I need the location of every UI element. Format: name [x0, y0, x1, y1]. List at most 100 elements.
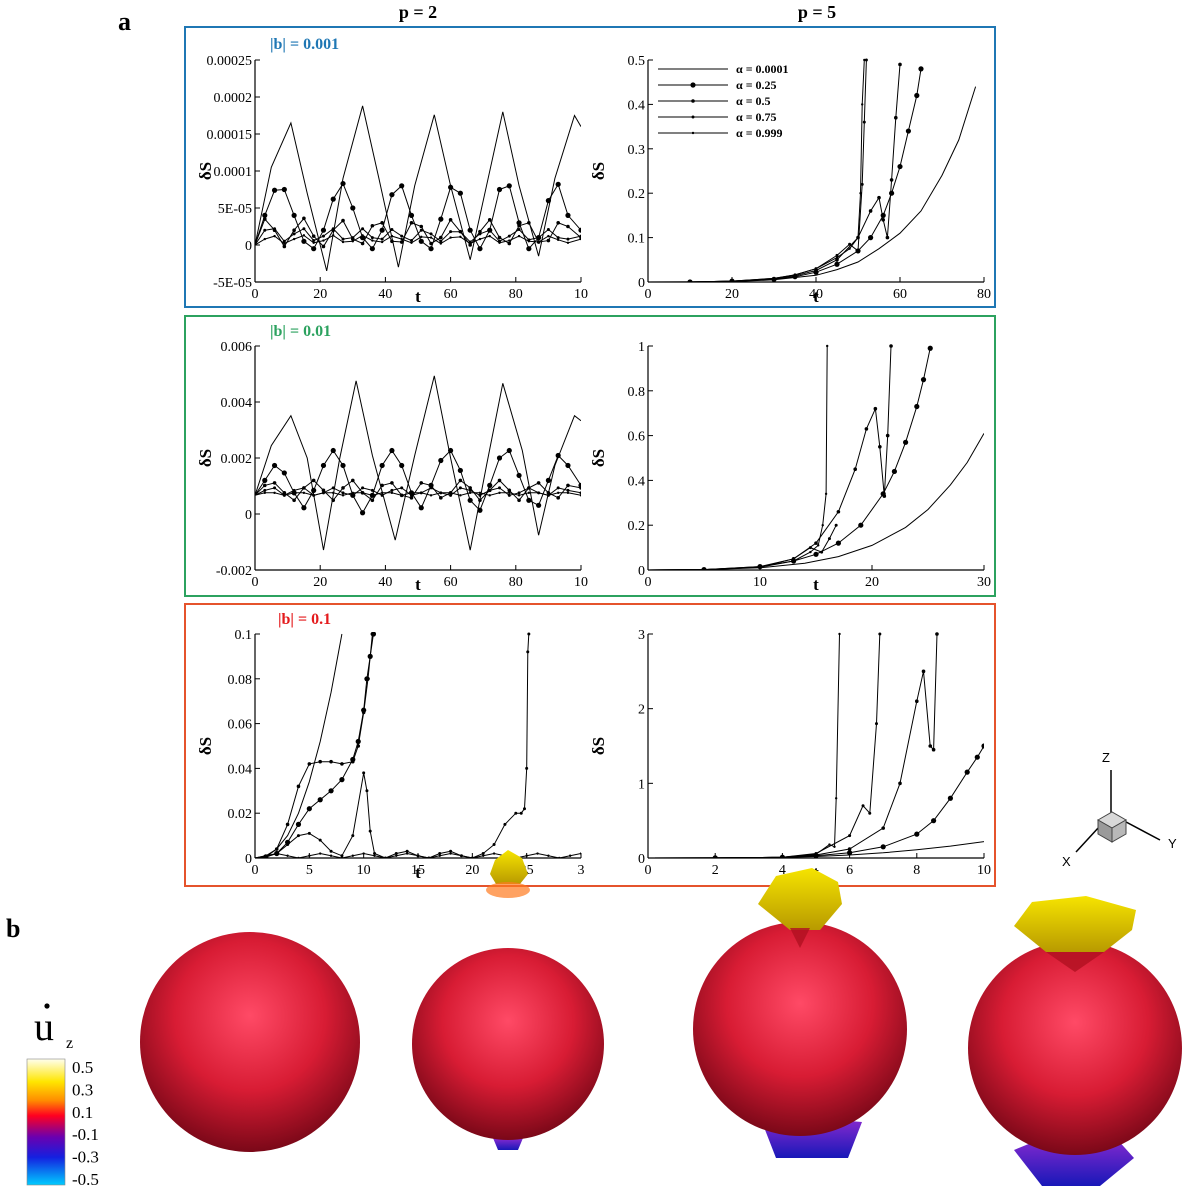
data-point	[488, 488, 492, 492]
series-line-4	[255, 234, 581, 246]
data-point	[547, 494, 550, 497]
x-tick-label: 20	[725, 287, 739, 302]
data-point	[702, 568, 706, 570]
data-point	[517, 227, 521, 231]
data-point	[361, 710, 366, 715]
shape-1	[140, 932, 360, 1152]
data-point	[467, 227, 473, 233]
data-point	[688, 280, 692, 282]
data-point	[792, 559, 795, 563]
data-point	[380, 493, 384, 497]
x-axis-label: t	[415, 863, 421, 882]
data-point	[877, 195, 881, 200]
colorbar-label: -0.1	[72, 1125, 99, 1144]
data-point	[547, 854, 550, 857]
data-point	[361, 491, 364, 495]
legend-entry: α = 0.999	[736, 126, 783, 140]
data-point	[478, 493, 482, 497]
data-point	[409, 239, 413, 243]
data-point	[526, 246, 532, 252]
data-point	[813, 551, 819, 557]
data-point	[418, 238, 424, 244]
y-tick-label: 0	[245, 852, 252, 867]
series-line-0	[255, 375, 581, 551]
data-point	[478, 232, 482, 236]
data-point	[579, 237, 581, 241]
data-point	[292, 491, 296, 495]
data-point	[507, 234, 511, 238]
y-tick-label: 0.0001	[214, 165, 253, 180]
data-point	[321, 488, 326, 493]
data-point	[508, 491, 511, 495]
series-line-3	[255, 633, 530, 858]
panel-label-a: a	[118, 7, 131, 36]
y-tick-label: 0	[245, 508, 252, 523]
data-point	[527, 240, 531, 243]
data-point	[370, 498, 375, 503]
data-point	[320, 462, 327, 469]
data-point	[429, 486, 433, 490]
panel-label-b: b	[6, 914, 20, 943]
data-point	[371, 494, 374, 497]
data-point	[273, 234, 276, 238]
data-point	[903, 439, 909, 445]
data-point	[340, 462, 346, 469]
data-point	[283, 494, 286, 497]
data-point	[914, 831, 920, 837]
y-tick-label: 0.4	[628, 474, 646, 489]
data-point	[263, 491, 266, 495]
data-point	[282, 491, 287, 495]
data-point	[400, 237, 403, 241]
shape-2	[412, 850, 604, 1150]
data-point	[302, 216, 306, 221]
data-point	[439, 235, 443, 240]
data-point	[351, 759, 355, 764]
data-point	[868, 235, 874, 241]
data-point	[286, 843, 290, 847]
data-point	[814, 541, 818, 545]
y-axis-label: δS	[589, 449, 608, 467]
data-point	[273, 491, 276, 495]
data-point	[361, 234, 364, 237]
x-tick-label: 10	[977, 863, 991, 878]
data-point	[460, 854, 463, 857]
data-point	[880, 844, 886, 850]
x-tick-label: 6	[846, 863, 853, 878]
data-point	[488, 234, 491, 238]
data-point	[897, 163, 903, 170]
data-point	[419, 481, 424, 485]
data-point	[361, 486, 365, 490]
series-line-0	[255, 105, 581, 272]
x-tick-label: 8	[913, 863, 920, 878]
data-point	[758, 566, 762, 569]
data-point	[361, 227, 365, 231]
data-point	[449, 849, 453, 853]
data-point	[497, 478, 502, 483]
series-line-3	[648, 524, 837, 570]
data-point	[459, 494, 462, 497]
data-point	[873, 406, 878, 411]
data-point	[964, 769, 970, 775]
data-point	[498, 491, 501, 495]
chart-r0-p2: 0 20 40 60 80 10-5E-0505E-050.00010.000150.00…	[196, 54, 588, 306]
y-tick-label: 0	[638, 564, 645, 579]
shape-3-neck	[790, 928, 810, 948]
data-point	[864, 427, 869, 431]
y-tick-label: 0	[638, 852, 645, 867]
data-point	[331, 486, 335, 490]
data-point	[329, 759, 333, 764]
data-point	[390, 491, 394, 495]
data-point	[898, 62, 902, 67]
data-point	[273, 227, 277, 231]
data-point	[468, 491, 472, 495]
data-point	[487, 482, 493, 488]
data-point	[389, 447, 395, 454]
data-point	[860, 182, 864, 186]
x-axis-label: t	[813, 287, 819, 306]
shape-2-bottom-cap	[493, 1138, 523, 1150]
x-tick-label: 80	[509, 575, 523, 590]
y-axis-label: δS	[196, 737, 215, 755]
data-point	[312, 494, 315, 497]
